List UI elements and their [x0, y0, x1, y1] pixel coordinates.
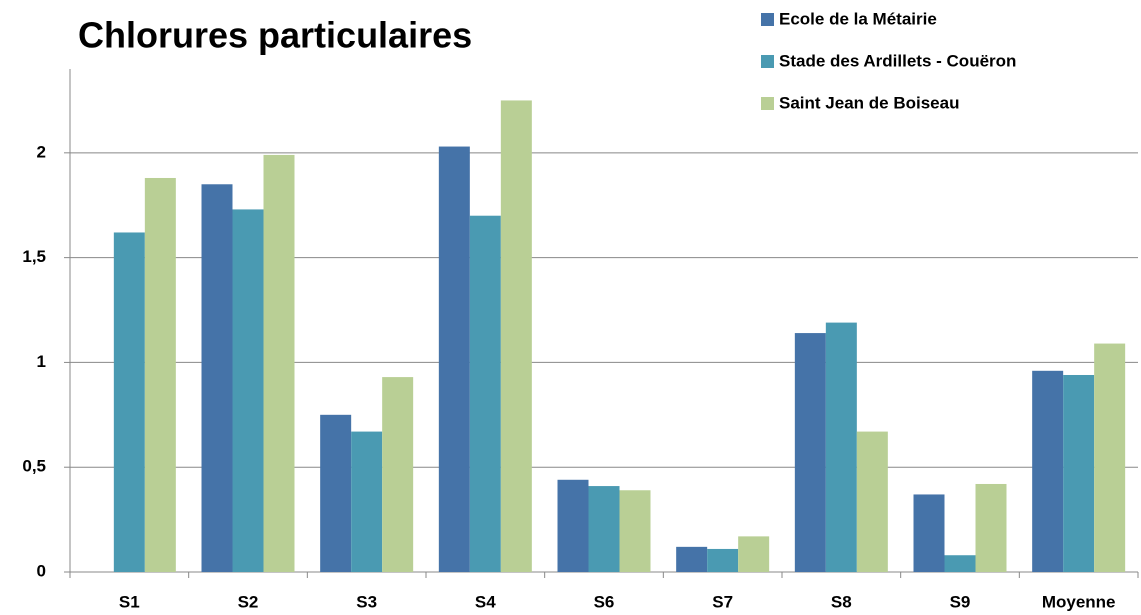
- y-tick-label: 2: [37, 142, 46, 161]
- bar: [201, 184, 233, 573]
- bar: [438, 146, 470, 572]
- bar: [619, 490, 651, 572]
- bar: [944, 555, 976, 572]
- y-tick-label: 0,5: [22, 457, 46, 476]
- bar: [469, 215, 501, 573]
- legend-label: Ecole de la Métairie: [779, 9, 937, 28]
- bar: [707, 548, 739, 572]
- bar: [738, 536, 770, 572]
- legend-swatch: [761, 97, 774, 110]
- legend-swatch: [761, 55, 774, 68]
- y-tick-label: 1,5: [22, 247, 46, 266]
- x-tick-label: S4: [475, 592, 496, 611]
- bar: [144, 177, 176, 572]
- y-tick-label: 0: [37, 561, 46, 580]
- bar: [500, 100, 532, 572]
- bar: [794, 333, 826, 572]
- chart-title: Chlorures particulaires: [78, 15, 472, 56]
- bar: [382, 377, 414, 572]
- x-tick-label: S1: [119, 592, 140, 611]
- legend-label: Stade des Ardillets - Couëron: [779, 51, 1016, 70]
- bar: [351, 431, 383, 572]
- bar: [1032, 370, 1064, 572]
- bar: [856, 431, 888, 572]
- x-tick-label: S6: [594, 592, 615, 611]
- legend-label: Saint Jean de Boiseau: [779, 93, 959, 112]
- bar: [975, 483, 1007, 572]
- legend-swatch: [761, 13, 774, 26]
- bar: [913, 494, 945, 572]
- x-tick-label: S3: [356, 592, 377, 611]
- bar: [1094, 343, 1126, 572]
- bar: [825, 322, 857, 572]
- bar: [263, 154, 295, 572]
- x-tick-label: S7: [712, 592, 733, 611]
- x-tick-label: Moyenne: [1042, 592, 1116, 611]
- x-tick-label: S9: [950, 592, 971, 611]
- y-tick-label: 1: [37, 352, 46, 371]
- bar: [113, 232, 145, 572]
- x-tick-label: S2: [238, 592, 259, 611]
- bar: [232, 209, 264, 572]
- bar: [320, 414, 352, 572]
- bar: [676, 546, 708, 572]
- bar: [588, 486, 620, 572]
- x-tick-label: S8: [831, 592, 852, 611]
- bar: [557, 479, 589, 572]
- bar: [1063, 374, 1095, 572]
